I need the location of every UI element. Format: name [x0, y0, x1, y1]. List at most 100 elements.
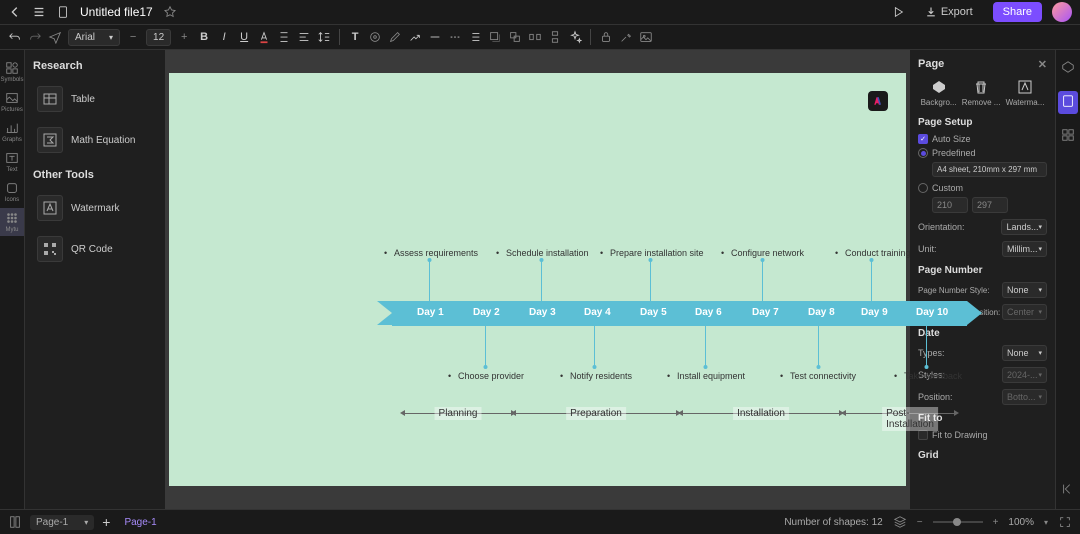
rv-style-icon[interactable] [1061, 60, 1075, 77]
font-color-icon[interactable] [257, 30, 271, 44]
export-button[interactable]: Export [915, 2, 983, 22]
redo-icon[interactable] [28, 30, 42, 44]
pagenum-header: Page Number [918, 265, 1047, 276]
font-select[interactable]: Arial▾ [68, 29, 120, 46]
list-icon[interactable] [468, 30, 482, 44]
effects-icon[interactable] [568, 30, 582, 44]
width-input[interactable] [932, 197, 968, 213]
spacing-v-icon[interactable] [548, 30, 562, 44]
text-icon[interactable]: T [348, 30, 362, 44]
spacing-h-icon[interactable] [528, 30, 542, 44]
other-header: Other Tools [33, 169, 157, 181]
canvas-document[interactable]: Day 1Day 2Day 3Day 4Day 5Day 6Day 7Day 8… [169, 73, 906, 486]
edit-icon[interactable] [388, 30, 402, 44]
watermark-tool[interactable]: Watermark [33, 189, 157, 227]
zoom-slider[interactable] [933, 521, 983, 523]
zoom-in-icon[interactable]: + [993, 517, 999, 528]
unit-select[interactable]: Millim...▾ [1002, 241, 1047, 257]
vside-my[interactable]: Mytu [0, 208, 24, 236]
rv-collapse-icon[interactable] [1061, 482, 1075, 499]
phase-label: Installation [733, 407, 789, 420]
task-top: Prepare installation site [610, 248, 704, 258]
spacing-icon[interactable] [317, 30, 331, 44]
pos-select[interactable]: Botto...▾ [1002, 389, 1047, 405]
day-label: Day 10 [916, 307, 948, 318]
vside-icons[interactable]: Icons [0, 178, 24, 206]
research-header: Research [33, 60, 157, 72]
zoom-out-icon[interactable]: − [917, 517, 923, 528]
avatar[interactable] [1052, 2, 1072, 22]
orient-label: Orientation: [918, 222, 965, 232]
timeline-arrow: Day 1Day 2Day 3Day 4Day 5Day 6Day 7Day 8… [377, 301, 982, 326]
filename[interactable]: Untitled file17 [80, 5, 153, 19]
table-icon [37, 86, 63, 112]
image-icon[interactable] [639, 30, 653, 44]
vside-graphs[interactable]: Graphs [0, 118, 24, 146]
underline-icon[interactable]: U [237, 30, 251, 44]
undo-icon[interactable] [8, 30, 22, 44]
pns-select[interactable]: None▾ [1002, 282, 1047, 298]
close-panel-icon[interactable]: ✕ [1038, 58, 1047, 71]
zoom-value: 100% [1008, 517, 1034, 528]
vside-symbols[interactable]: Symbols [0, 58, 24, 86]
align-h-icon[interactable] [297, 30, 311, 44]
styles-select[interactable]: 2024-...▾ [1002, 367, 1047, 383]
size-input[interactable]: 12 [146, 29, 171, 46]
back-icon[interactable] [8, 5, 22, 19]
lock-icon[interactable] [599, 30, 613, 44]
phase-label: Post-Installation [882, 407, 938, 431]
remove-action[interactable]: Remove ... [962, 79, 1001, 107]
line-style-icon[interactable] [428, 30, 442, 44]
qrcode-tool[interactable]: QR Code [33, 230, 157, 268]
toolbar: Arial▾ − 12 + B I U T [0, 25, 1080, 50]
math-tool[interactable]: Math Equation [33, 121, 157, 159]
task-bottom: Notify residents [570, 371, 632, 381]
play-icon[interactable] [891, 5, 905, 19]
predefined-radio[interactable]: Predefined [918, 148, 1047, 158]
table-tool[interactable]: Table [33, 80, 157, 118]
day-label: Day 5 [640, 307, 667, 318]
layers-icon[interactable] [893, 515, 907, 529]
autosize-check[interactable]: ✓Auto Size [918, 134, 1047, 144]
rv-grid-icon[interactable] [1061, 128, 1075, 145]
unit-label: Unit: [918, 244, 937, 254]
add-page-icon[interactable]: + [102, 514, 110, 530]
dash-icon[interactable] [448, 30, 462, 44]
bold-icon[interactable]: B [197, 30, 211, 44]
app-logo [868, 91, 888, 111]
qrcode-icon [37, 236, 63, 262]
decrease-icon[interactable]: − [126, 30, 140, 44]
phase-label: Planning [435, 407, 482, 420]
watermark-action[interactable]: Waterma... [1006, 79, 1045, 107]
layer-icon[interactable] [508, 30, 522, 44]
height-input[interactable] [972, 197, 1008, 213]
align-v-icon[interactable] [277, 30, 291, 44]
pns-label: Page Number Style: [918, 286, 990, 295]
page-tab[interactable]: Page-1 [118, 515, 162, 530]
vside-text[interactable]: Text [0, 148, 24, 176]
send-icon[interactable] [48, 30, 62, 44]
page-panel-title: Page [918, 58, 944, 71]
pos-label: Position: [918, 392, 953, 402]
fullscreen-icon[interactable] [1058, 515, 1072, 529]
orient-select[interactable]: Lands...▾ [1001, 219, 1047, 235]
italic-icon[interactable]: I [217, 30, 231, 44]
fitdrawing-check[interactable]: Fit to Drawing [918, 430, 1047, 440]
star-icon[interactable] [163, 5, 177, 19]
connector-icon[interactable] [408, 30, 422, 44]
pnp-select[interactable]: Center▾ [1002, 304, 1047, 320]
background-action[interactable]: Backgro... [921, 79, 957, 107]
target-icon[interactable] [368, 30, 382, 44]
share-button[interactable]: Share [993, 2, 1042, 22]
papersize-select[interactable]: A4 sheet, 210mm x 297 mm [932, 162, 1047, 177]
increase-icon[interactable]: + [177, 30, 191, 44]
types-select[interactable]: None▾ [1002, 345, 1047, 361]
rv-page-icon[interactable] [1058, 91, 1078, 114]
page-select[interactable]: Page-1▾ [30, 515, 94, 530]
eyedrop-icon[interactable] [619, 30, 633, 44]
custom-radio[interactable]: Custom [918, 183, 1047, 193]
pages-icon[interactable] [8, 515, 22, 529]
vside-pictures[interactable]: Pictures [0, 88, 24, 116]
shadow-icon[interactable] [488, 30, 502, 44]
menu-icon[interactable] [32, 5, 46, 19]
